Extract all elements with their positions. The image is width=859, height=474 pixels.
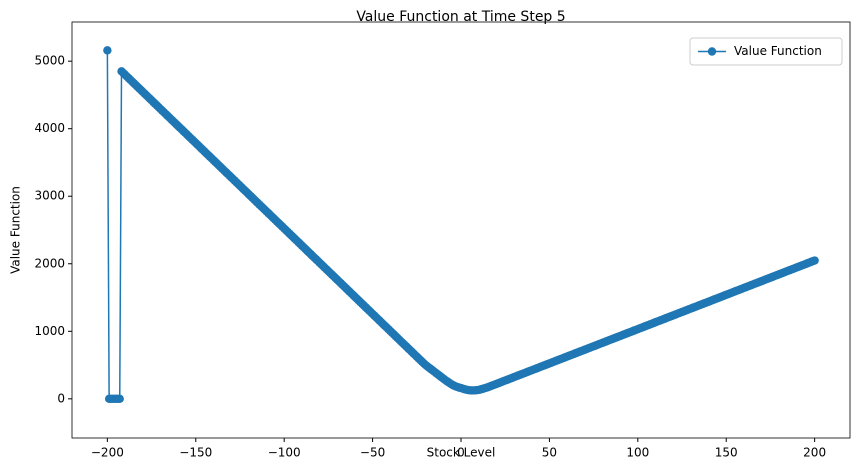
x-tick-label: 100 [626,446,649,460]
x-tick-label: −200 [91,446,124,460]
y-tick-label: 3000 [34,189,65,203]
x-tick-label: −50 [360,446,385,460]
plot-frame [71,21,851,439]
x-tick-label: 150 [715,446,738,460]
y-axis-label: Value Function [9,186,23,274]
x-axis-label: Stock Level [427,446,496,460]
y-tick-label: 2000 [34,256,65,270]
legend-label: Value Function [734,44,822,58]
point [810,256,819,265]
point [115,394,124,404]
x-tick-label: 200 [803,446,826,460]
point [103,46,112,55]
legend-marker [707,47,717,56]
x-tick-label: 50 [542,446,557,460]
chart-title: Value Function at Time Step 5 [356,9,565,25]
y-tick-label: 0 [57,391,65,405]
x-tick-label: 0 [457,446,465,460]
x-tick-label: −150 [179,446,212,460]
y-tick-label: 5000 [34,54,65,68]
x-tick-label: −100 [268,446,301,460]
legend-box [689,37,843,66]
y-tick-label: 4000 [34,121,65,135]
y-tick-label: 1000 [34,324,65,338]
